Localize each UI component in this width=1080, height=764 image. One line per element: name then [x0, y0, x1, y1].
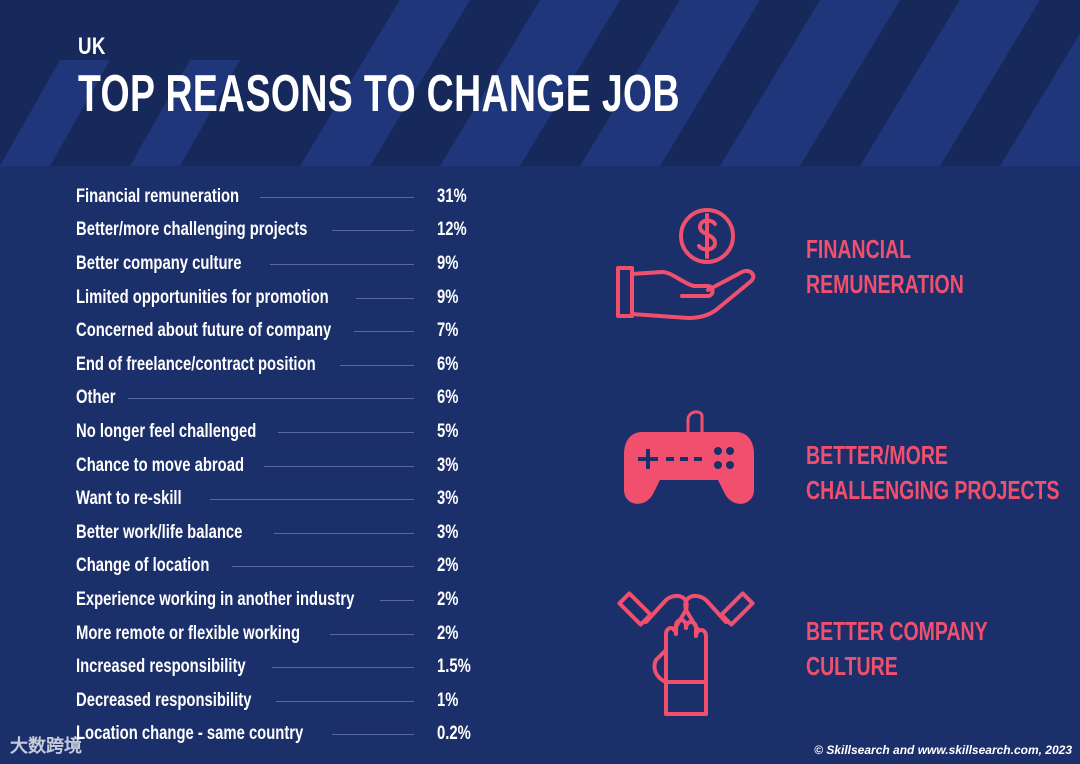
divider [332, 230, 414, 232]
list-item: More remote or flexible working 2% [76, 617, 476, 651]
list-item: Better work/life balance 3% [76, 516, 476, 550]
reason-label: Other [76, 387, 116, 409]
divider [380, 599, 414, 601]
reason-label: More remote or flexible working [76, 622, 300, 644]
reason-value: 9% [437, 286, 459, 308]
divider [264, 465, 414, 467]
list-item: End of freelance/contract position 6% [76, 348, 476, 382]
list-item: Location change - same country 0.2% [76, 718, 476, 752]
divider [332, 734, 414, 736]
list-item: Other 6% [76, 382, 476, 416]
reason-label: Change of location [76, 555, 210, 577]
reason-label: Better work/life balance [76, 521, 243, 543]
divider [260, 196, 414, 198]
list-item: Increased responsibility 1.5% [76, 650, 476, 684]
stripe-pattern [0, 0, 1080, 166]
list-item: No longer feel challenged 5% [76, 415, 476, 449]
reason-value: 2% [437, 588, 459, 610]
reason-value: 31% [437, 185, 467, 207]
highlight-line: CHALLENGING PROJECTS [806, 475, 1060, 505]
list-item: Concerned about future of company 7% [76, 314, 476, 348]
reason-label: Location change - same country [76, 723, 304, 745]
reason-label: No longer feel challenged [76, 420, 257, 442]
highlight-line: REMUNERATION [806, 269, 964, 299]
reason-label: Concerned about future of company [76, 320, 332, 342]
reason-label: Limited opportunities for promotion [76, 286, 329, 308]
hand-dollar-icon [616, 208, 756, 320]
reasons-list: Financial remuneration 31% Better/more ch… [76, 180, 476, 751]
reason-value: 12% [437, 219, 467, 241]
list-item: Limited opportunities for promotion 9% [76, 281, 476, 315]
page-title: TOP REASONS TO CHANGE JOB [78, 65, 680, 123]
list-item: Change of location 2% [76, 550, 476, 584]
reason-label: Experience working in another industry [76, 588, 355, 610]
highlight-line: BETTER/MORE [806, 440, 948, 470]
reason-value: 3% [437, 521, 459, 543]
reason-value: 1.5% [437, 656, 471, 678]
list-item: Financial remuneration 31% [76, 180, 476, 214]
divider [272, 667, 414, 669]
reason-label: Better/more challenging projects [76, 219, 308, 241]
reason-label: Financial remuneration [76, 185, 240, 207]
reason-value: 3% [437, 488, 459, 510]
divider [270, 263, 414, 265]
team-hands-icon [617, 591, 755, 716]
divider [276, 700, 414, 702]
watermark: 大数跨境 [10, 736, 82, 756]
reason-value: 5% [437, 420, 459, 442]
divider [232, 566, 414, 568]
credit-text: © Skillsearch and www.skillsearch.com, 2… [814, 743, 1072, 757]
divider [210, 499, 414, 501]
reason-value: 0.2% [437, 723, 471, 745]
reason-label: Want to re-skill [76, 488, 182, 510]
reason-value: 2% [437, 622, 459, 644]
list-item: Better company culture 9% [76, 247, 476, 281]
divider [330, 633, 414, 635]
highlight-line: BETTER COMPANY [806, 616, 988, 646]
highlight-projects: BETTER/MORE CHALLENGING PROJECTS [806, 438, 1060, 508]
reason-value: 2% [437, 555, 459, 577]
list-item: Decreased responsibility 1% [76, 684, 476, 718]
region-label: UK [78, 33, 106, 60]
reason-label: Increased responsibility [76, 656, 246, 678]
reason-value: 3% [437, 454, 459, 476]
divider [340, 364, 414, 366]
divider [274, 532, 414, 534]
reason-label: Chance to move abroad [76, 454, 245, 476]
reason-value: 1% [437, 689, 459, 711]
highlight-line: FINANCIAL [806, 234, 912, 264]
reason-value: 6% [437, 353, 459, 375]
reason-value: 7% [437, 320, 459, 342]
reason-label: End of freelance/contract position [76, 353, 316, 375]
divider [354, 331, 414, 333]
highlight-culture: BETTER COMPANY CULTURE [806, 614, 988, 684]
reason-value: 9% [437, 252, 459, 274]
divider [356, 297, 414, 299]
reason-label: Better company culture [76, 252, 242, 274]
divider [128, 398, 414, 400]
highlight-line: CULTURE [806, 651, 898, 681]
reason-label: Decreased responsibility [76, 689, 252, 711]
list-item: Better/more challenging projects 12% [76, 214, 476, 248]
reason-value: 6% [437, 387, 459, 409]
gamepad-icon [624, 410, 754, 504]
header-banner: UK TOP REASONS TO CHANGE JOB [0, 0, 1080, 166]
list-item: Want to re-skill 3% [76, 482, 476, 516]
highlight-financial: FINANCIAL REMUNERATION [806, 232, 964, 302]
list-item: Chance to move abroad 3% [76, 449, 476, 483]
list-item: Experience working in another industry 2% [76, 583, 476, 617]
divider [278, 431, 414, 433]
